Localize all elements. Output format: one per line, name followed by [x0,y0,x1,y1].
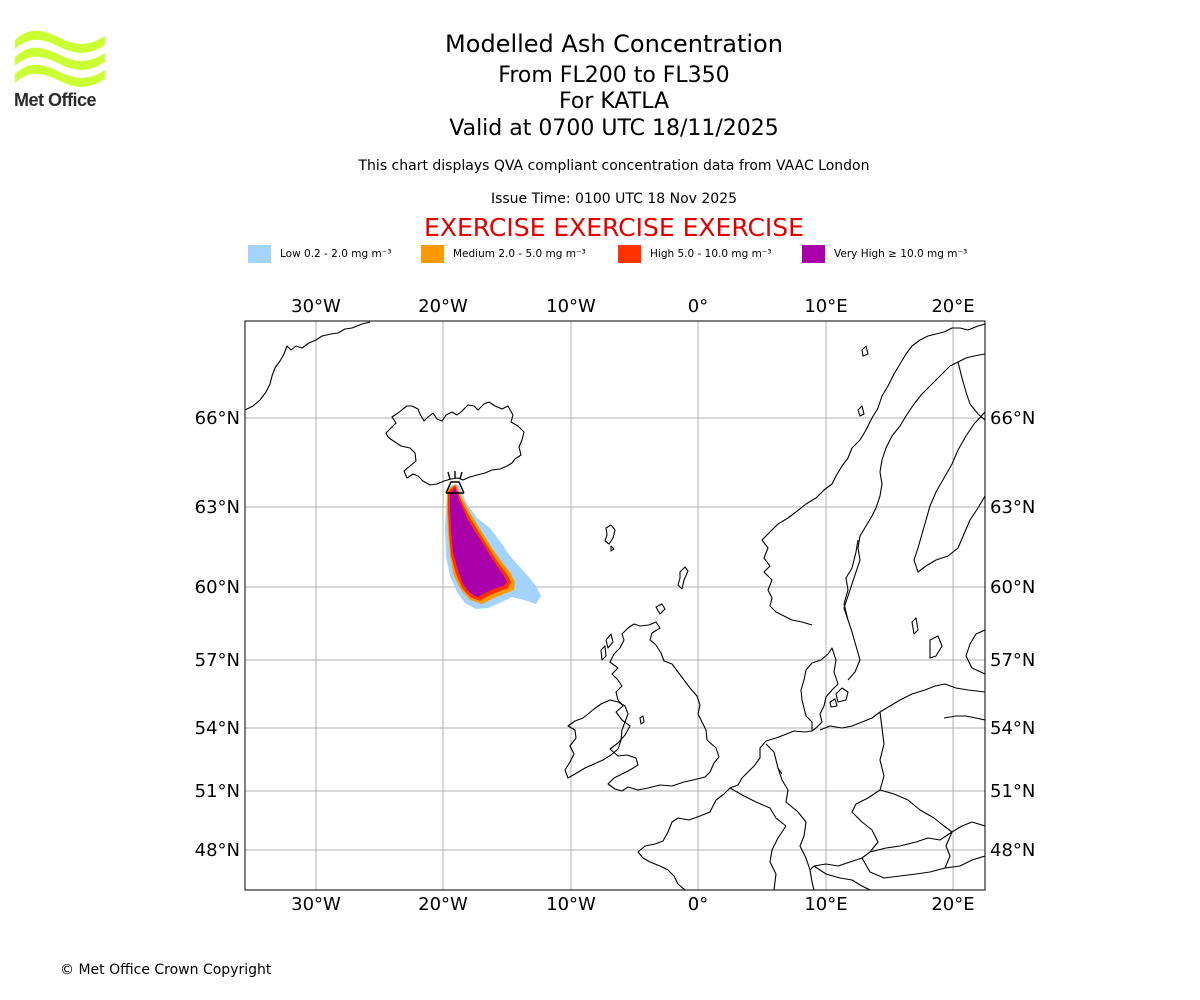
lon-tick-bottom-30w: 30°W [291,894,341,915]
legend-swatch-high [618,245,641,263]
border-swiss [769,825,787,890]
border-austria-south [861,855,985,879]
valid-time: Valid at 0700 UTC 18/11/2025 [449,116,779,141]
lat-tick-left-63n: 63°N [195,497,240,518]
lat-tick-left-60n: 60°N [195,577,240,598]
lon-ticks-bottom: 30°W 20°W 10°W 0° 10°E 20°E [291,894,974,915]
coast-shetland [677,566,689,590]
map-gridlines [245,321,985,890]
coast-sweden [843,353,985,681]
lat-tick-right-63n: 63°N [990,497,1035,518]
legend-item-high: High 5.0 - 10.0 mg m⁻³ [618,244,772,264]
coastlines [245,321,985,890]
border-germany-west [777,767,815,890]
volcano-name: For KATLA [559,89,669,114]
lon-tick-top-20e: 20°E [931,296,974,317]
border-germany-czech [851,789,881,859]
legend-item-low: Low 0.2 - 2.0 mg m⁻³ [248,244,391,264]
coast-iceland [385,401,525,486]
met-office-logo: Met Office [14,30,106,112]
chart-title: Modelled Ash Concentration [445,30,783,58]
lon-tick-top-20w: 20°W [418,296,468,317]
lat-ticks-left: 66°N 63°N 60°N 57°N 54°N 51°N 48°N [195,408,240,861]
border-austria-czech [869,831,953,853]
coast-france-benelux [637,730,813,890]
volcano-icon [445,471,465,494]
border-norway-sweden [843,539,859,621]
legend-label-medium: Medium 2.0 - 5.0 mg m⁻³ [453,248,586,260]
flight-levels: From FL200 to FL350 [498,63,730,88]
border-poland-east [943,715,985,721]
lat-tick-left-57n: 57°N [195,650,240,671]
border-swiss-south [813,865,871,890]
lon-tick-bottom-10w: 10°W [546,894,596,915]
coast-finland [913,411,985,573]
border-germany-poland [879,711,885,791]
chart-subtitle: This chart displays QVA compliant concen… [358,158,870,174]
lat-tick-right-60n: 60°N [990,577,1035,598]
lat-tick-left-66n: 66°N [195,408,240,429]
coast-greenland [245,321,371,411]
ash-very-high-area [450,487,507,597]
coast-denmark [800,647,839,732]
coast-germany-baltic [819,683,985,731]
border-germany-austria [809,857,863,871]
legend-label-high: High 5.0 - 10.0 mg m⁻³ [650,248,772,260]
lon-tick-bottom-20e: 20°E [931,894,974,915]
coast-ireland [564,699,629,779]
legend-label-very-high: Very High ≥ 10.0 mg m⁻³ [834,248,968,260]
issue-time: Issue Time: 0100 UTC 18 Nov 2025 [490,191,738,207]
legend-item-very-high: Very High ≥ 10.0 mg m⁻³ [802,244,967,264]
lon-tick-top-0: 0° [688,296,708,317]
legend-label-low: Low 0.2 - 2.0 mg m⁻³ [280,248,392,260]
lat-tick-right-57n: 57°N [990,650,1035,671]
lon-tick-top-10w: 10°W [546,296,596,317]
lat-tick-left-54n: 54°N [195,718,240,739]
wave-logo-icon [15,30,105,87]
copyright-notice: © Met Office Crown Copyright [60,962,272,978]
lat-tick-left-48n: 48°N [195,840,240,861]
lat-tick-right-66n: 66°N [990,408,1035,429]
border-sweden-finland [957,361,985,421]
logo-wordmark: Met Office [14,90,97,110]
lat-tick-right-54n: 54°N [990,718,1035,739]
lon-tick-bottom-0: 0° [688,894,708,915]
border-czech-poland [879,789,953,833]
lon-tick-top-30w: 30°W [291,296,341,317]
lat-tick-right-51n: 51°N [990,781,1035,802]
legend-item-medium: Medium 2.0 - 5.0 mg m⁻³ [421,244,586,264]
border-france-belgium [729,787,787,827]
border-austria-hungary [944,831,953,869]
lon-tick-top-10e: 10°E [804,296,847,317]
map-border [244,320,986,891]
coast-norway [761,323,985,626]
legend-swatch-medium [421,245,444,263]
lat-tick-right-48n: 48°N [990,840,1035,861]
lat-ticks-right: 66°N 63°N 60°N 57°N 54°N 51°N 48°N [990,408,1035,861]
lat-tick-left-51n: 51°N [195,781,240,802]
lon-ticks-top: 30°W 20°W 10°W 0° 10°E 20°E [291,296,974,317]
legend-swatch-low [248,245,271,263]
exercise-banner: EXERCISE EXERCISE EXERCISE [424,213,804,242]
lon-tick-bottom-10e: 10°E [804,894,847,915]
lon-tick-bottom-20w: 20°W [418,894,468,915]
coast-faroe [604,524,616,545]
ash-plume [445,484,541,609]
coast-great-britain [607,621,720,792]
legend-swatch-very-high [802,245,825,263]
border-slovakia-hungary [951,821,985,833]
border-germany-netherlands [765,743,783,775]
